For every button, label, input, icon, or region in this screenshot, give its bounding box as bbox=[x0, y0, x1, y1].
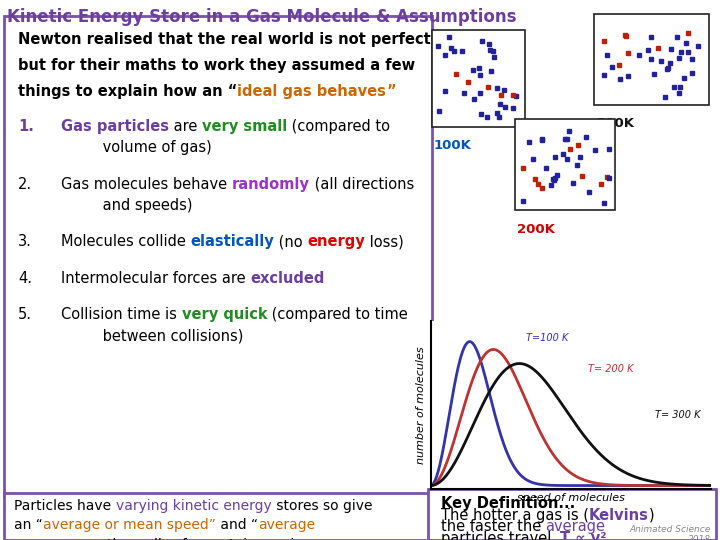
Text: Kelvins: Kelvins bbox=[589, 508, 649, 523]
Text: 200K: 200K bbox=[517, 223, 554, 236]
Text: the faster the: the faster the bbox=[441, 519, 546, 535]
Text: T ∝ v²: T ∝ v² bbox=[560, 531, 607, 540]
X-axis label: speed of molecules: speed of molecules bbox=[517, 493, 625, 503]
Text: ): ) bbox=[649, 508, 654, 523]
Text: 4.: 4. bbox=[18, 271, 32, 286]
Text: things to explain how an “: things to explain how an “ bbox=[18, 84, 238, 99]
Text: The hotter a gas is (: The hotter a gas is ( bbox=[441, 508, 589, 523]
Text: loss): loss) bbox=[366, 234, 404, 249]
Text: (all directions: (all directions bbox=[310, 177, 414, 192]
FancyBboxPatch shape bbox=[4, 16, 432, 497]
Text: T=100 K: T=100 K bbox=[526, 333, 568, 343]
Text: excluded: excluded bbox=[251, 271, 325, 286]
Text: Kinetic Energy Store in a Gas Molecule & Assumptions: Kinetic Energy Store in a Gas Molecule &… bbox=[7, 8, 517, 26]
Text: pressure”: pressure” bbox=[14, 538, 81, 540]
Text: varying kinetic energy: varying kinetic energy bbox=[116, 499, 271, 513]
Text: an “: an “ bbox=[14, 518, 43, 532]
Text: Gas particles: Gas particles bbox=[61, 119, 169, 134]
Text: particles travel.: particles travel. bbox=[441, 531, 560, 540]
Text: Newton realised that the real world is not perfect: Newton realised that the real world is n… bbox=[18, 32, 431, 48]
Text: (no: (no bbox=[274, 234, 307, 249]
Text: 1.: 1. bbox=[18, 119, 34, 134]
Text: between collisions): between collisions) bbox=[61, 328, 243, 343]
Text: ideal gas behaves: ideal gas behaves bbox=[238, 84, 386, 99]
Text: Collision time is: Collision time is bbox=[61, 307, 181, 322]
Text: 2.: 2. bbox=[18, 177, 32, 192]
Text: 100K: 100K bbox=[433, 139, 472, 152]
Text: average: average bbox=[258, 518, 315, 532]
Text: but for their maths to work they assumed a few: but for their maths to work they assumed… bbox=[18, 58, 415, 73]
Text: 3.: 3. bbox=[18, 234, 32, 249]
Text: Key Definition...: Key Definition... bbox=[441, 496, 575, 511]
Text: stores so give: stores so give bbox=[271, 499, 372, 513]
Text: (compared to: (compared to bbox=[287, 119, 390, 134]
Text: Animated Science: Animated Science bbox=[629, 525, 711, 534]
FancyBboxPatch shape bbox=[516, 119, 615, 211]
Text: average: average bbox=[546, 519, 606, 535]
Text: very quick: very quick bbox=[181, 307, 267, 322]
Text: on the walls of a container using: on the walls of a container using bbox=[81, 538, 312, 540]
Text: (compared to time: (compared to time bbox=[267, 307, 408, 322]
Text: Intermolecular forces are: Intermolecular forces are bbox=[61, 271, 251, 286]
Text: volume of gas): volume of gas) bbox=[61, 140, 212, 156]
Text: 2018: 2018 bbox=[688, 535, 711, 540]
Text: Gas molecules behave: Gas molecules behave bbox=[61, 177, 232, 192]
Text: ”: ” bbox=[386, 84, 396, 99]
FancyBboxPatch shape bbox=[432, 30, 526, 126]
Text: very small: very small bbox=[202, 119, 287, 134]
Text: elastically: elastically bbox=[191, 234, 274, 249]
Text: are: are bbox=[169, 119, 202, 134]
Text: 300K: 300K bbox=[596, 117, 634, 131]
Text: 5.: 5. bbox=[18, 307, 32, 322]
FancyBboxPatch shape bbox=[4, 493, 432, 540]
Text: T= 200 K: T= 200 K bbox=[588, 363, 634, 374]
Text: randomly: randomly bbox=[232, 177, 310, 192]
Text: and “: and “ bbox=[216, 518, 258, 532]
Text: energy: energy bbox=[307, 234, 366, 249]
Text: and speeds): and speeds) bbox=[61, 198, 193, 213]
Text: Molecules collide: Molecules collide bbox=[61, 234, 191, 249]
FancyBboxPatch shape bbox=[595, 14, 708, 105]
Text: T= 300 K: T= 300 K bbox=[655, 410, 701, 421]
FancyBboxPatch shape bbox=[428, 489, 716, 540]
Text: average or mean speed”: average or mean speed” bbox=[43, 518, 216, 532]
Y-axis label: number of molecules: number of molecules bbox=[416, 346, 426, 464]
Text: Particles have: Particles have bbox=[14, 499, 116, 513]
